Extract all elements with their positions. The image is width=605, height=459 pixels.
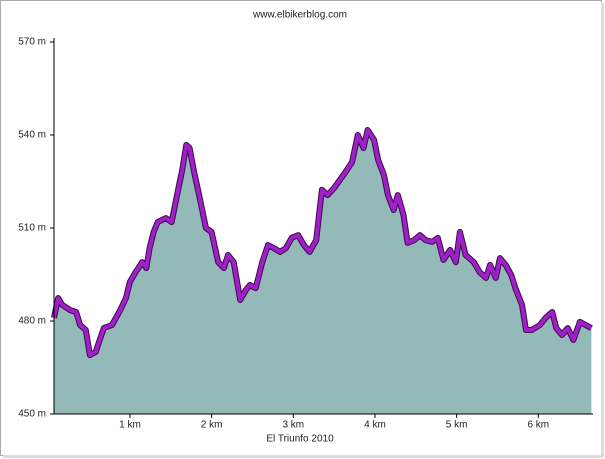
y-tick-label: 540 m: [18, 130, 46, 141]
x-tick-label: 6 km: [527, 420, 549, 431]
y-tick-label: 480 m: [18, 316, 46, 327]
line: [52, 128, 593, 358]
x-tick-label: 4 km: [364, 420, 386, 431]
x-tick-label: 3 km: [282, 420, 304, 431]
x-tick-label: 2 km: [201, 420, 223, 431]
x-tick-label: 1 km: [119, 420, 141, 431]
area-fill: [54, 130, 592, 414]
y-tick-label: 510 m: [18, 223, 46, 234]
x-tick-label: 5 km: [446, 420, 468, 431]
y-tick-label: 570 m: [18, 37, 46, 48]
x-axis-label: El Triunfo 2010: [266, 434, 334, 445]
chart-title: www.elbikerblog.com: [252, 10, 347, 21]
y-tick-label: 450 m: [18, 409, 46, 420]
